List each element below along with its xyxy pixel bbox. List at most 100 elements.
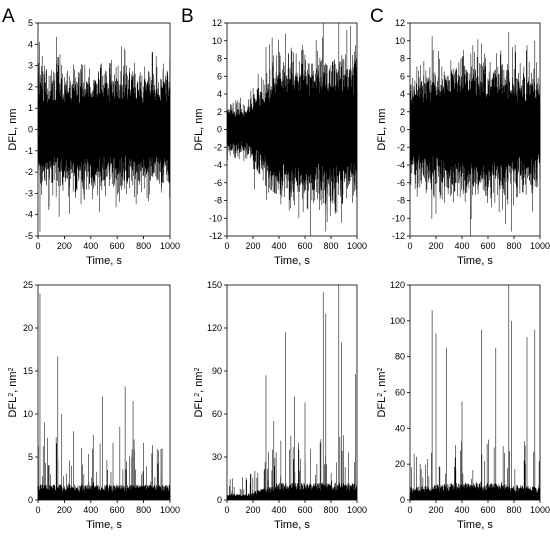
y-axis-label: DFL, nm xyxy=(193,108,205,150)
x-tick-label: 0 xyxy=(224,241,229,251)
x-tick-label: 1000 xyxy=(160,241,180,251)
signal-trace-c-bottom xyxy=(409,285,541,500)
x-tick-label: 400 xyxy=(454,505,469,515)
y-tick-label: 150 xyxy=(207,280,222,290)
y-tick-label: 1 xyxy=(28,103,33,113)
x-tick-label: 400 xyxy=(83,241,98,251)
x-tick-label: 400 xyxy=(271,505,286,515)
y-tick-label: 6 xyxy=(400,71,405,81)
y-tick-label: 20 xyxy=(23,323,33,333)
y-tick-label: 2 xyxy=(28,82,33,92)
y-tick-label: -10 xyxy=(209,213,222,223)
y-tick-label: 60 xyxy=(212,409,222,419)
x-tick-label: 0 xyxy=(407,505,412,515)
x-axis-label: Time, s xyxy=(457,255,493,267)
y-tick-label: -10 xyxy=(392,213,405,223)
y-tick-label: 5 xyxy=(28,18,33,28)
plot-b-top: 0 200 400 600 800 1000 -12 -10 -8 -6 -4 -2 0 2 4 6 8 10 12… xyxy=(193,18,367,267)
x-tick-label: 0 xyxy=(35,241,40,251)
x-tick-label: 600 xyxy=(297,505,312,515)
y-tick-label: 0 xyxy=(217,125,222,135)
y-tick-label: 10 xyxy=(212,36,222,46)
y-tick-label: 90 xyxy=(212,366,222,376)
y-tick-label: 10 xyxy=(395,36,405,46)
x-tick-label: 200 xyxy=(245,505,260,515)
x-tick-label: 600 xyxy=(297,241,312,251)
panel-letter-a: A xyxy=(2,6,15,27)
y-tick-label: -2 xyxy=(214,142,222,152)
y-tick-label: 80 xyxy=(395,352,405,362)
x-tick-label: 600 xyxy=(480,505,495,515)
y-tick-label: -8 xyxy=(397,196,405,206)
x-tick-label: 200 xyxy=(57,505,72,515)
plot-b-bottom: 0 200 400 600 800 1000 0 30 60 90 120 150 Time, s DFL… xyxy=(193,280,367,531)
x-tick-label: 800 xyxy=(136,241,151,251)
y-tick-label: 120 xyxy=(390,280,405,290)
y-tick-label: -5 xyxy=(25,231,33,241)
x-tick-label: 1000 xyxy=(530,505,550,515)
signal-trace-b-top xyxy=(226,23,358,236)
signal-trace-a-bottom xyxy=(37,293,171,500)
x-axis-label: Time, s xyxy=(274,255,310,267)
y-tick-label: 4 xyxy=(217,89,222,99)
x-tick-label: 1000 xyxy=(160,505,180,515)
x-tick-label: 0 xyxy=(35,505,40,515)
signal-trace-b-bottom xyxy=(226,285,358,500)
y-tick-label: 8 xyxy=(217,54,222,64)
x-tick-label: 600 xyxy=(110,241,125,251)
y-tick-label: 2 xyxy=(217,107,222,117)
x-tick-label: 1000 xyxy=(530,241,550,251)
x-axis-label: Time, s xyxy=(457,519,493,531)
y-axis-label: DFL, nm xyxy=(376,108,388,150)
x-tick-label: 0 xyxy=(224,505,229,515)
x-tick-label: 400 xyxy=(271,241,286,251)
x-tick-label: 800 xyxy=(136,505,151,515)
y-axis-label: DFL2, nm2 xyxy=(193,367,205,417)
y-tick-label: -8 xyxy=(214,196,222,206)
y-tick-label: 0 xyxy=(28,125,33,135)
x-axis-label: Time, s xyxy=(86,255,122,267)
y-tick-label: -2 xyxy=(25,167,33,177)
y-tick-label: 60 xyxy=(395,388,405,398)
y-tick-label: -6 xyxy=(397,178,405,188)
y-tick-label: 4 xyxy=(400,89,405,99)
y-tick-label: 30 xyxy=(212,452,222,462)
y-tick-label: 12 xyxy=(395,18,405,28)
x-tick-label: 800 xyxy=(506,505,521,515)
y-tick-label: 40 xyxy=(395,423,405,433)
x-tick-label: 200 xyxy=(245,241,260,251)
y-tick-label: 3 xyxy=(28,61,33,71)
y-tick-label: 5 xyxy=(28,452,33,462)
x-tick-label: 200 xyxy=(57,241,72,251)
x-tick-label: 1000 xyxy=(347,241,367,251)
x-axis-label: Time, s xyxy=(86,519,122,531)
y-axis-label: DFL, nm xyxy=(7,108,19,150)
y-tick-label: -4 xyxy=(214,160,222,170)
plot-a-top: 0 200 400 600 800 1000 -5 -4 -3 -2 -1 0 1 2 3 4 5 Time, s… xyxy=(7,18,180,267)
y-tick-label: -2 xyxy=(397,142,405,152)
panel-letter-b: B xyxy=(181,6,194,27)
y-tick-label: 20 xyxy=(395,459,405,469)
y-tick-label: 100 xyxy=(390,316,405,326)
y-tick-label: -6 xyxy=(214,178,222,188)
x-tick-label: 600 xyxy=(110,505,125,515)
y-tick-label: -4 xyxy=(397,160,405,170)
y-tick-label: -1 xyxy=(25,146,33,156)
panel-letter-c: C xyxy=(370,6,384,27)
x-tick-label: 800 xyxy=(506,241,521,251)
x-tick-label: 1000 xyxy=(347,505,367,515)
y-tick-label: 15 xyxy=(23,366,33,376)
plot-c-bottom: 0 200 400 600 800 1000 0 20 40 60 80 100 120 Time, s D… xyxy=(376,280,550,531)
y-tick-label: 2 xyxy=(400,107,405,117)
y-tick-label: 4 xyxy=(28,39,33,49)
x-tick-label: 800 xyxy=(323,241,338,251)
x-tick-label: 800 xyxy=(323,505,338,515)
x-tick-label: 400 xyxy=(83,505,98,515)
y-axis-label: DFL2, nm2 xyxy=(376,367,388,417)
y-tick-label: 0 xyxy=(400,125,405,135)
y-tick-label: -12 xyxy=(392,231,405,241)
signal-trace-a-top xyxy=(37,36,171,232)
y-tick-label: 6 xyxy=(217,71,222,81)
y-tick-label: -4 xyxy=(25,210,33,220)
